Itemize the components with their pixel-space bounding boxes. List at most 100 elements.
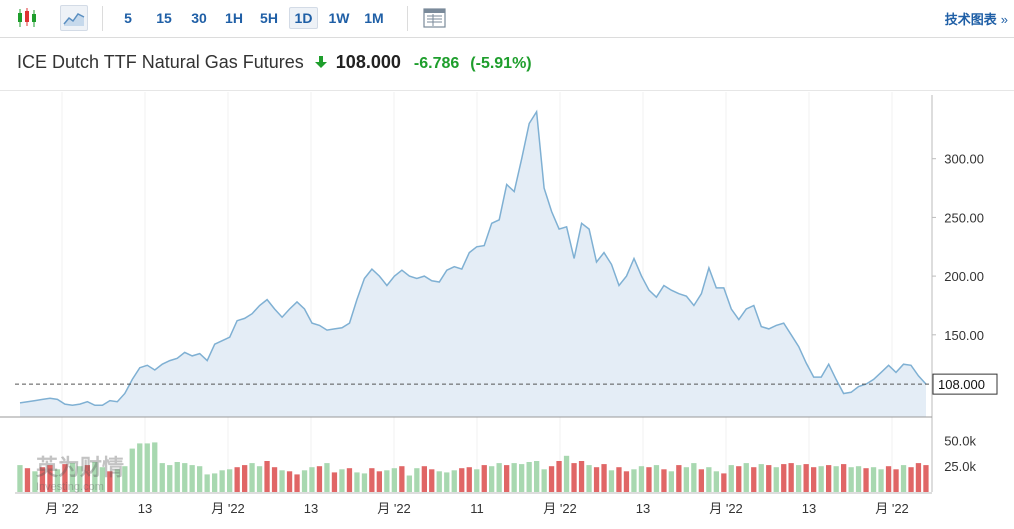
time-axis-label: 月 '22 xyxy=(45,501,79,516)
volume-bar xyxy=(271,467,278,492)
volume-bar xyxy=(436,471,442,492)
volume-bar xyxy=(197,466,203,492)
volume-bar xyxy=(548,466,555,492)
volume-bar xyxy=(848,467,854,492)
last-price: 108.000 xyxy=(335,52,401,72)
watermark-logo: 英为财情 xyxy=(36,455,124,481)
timeframe-1m-button[interactable]: 1M xyxy=(364,10,384,26)
technical-chart-link[interactable]: 技术图表» xyxy=(945,9,1008,28)
volume-bar xyxy=(781,464,787,492)
timeframe-5-button[interactable]: 5 xyxy=(124,10,132,26)
volume-bar xyxy=(369,468,375,492)
volume-bar xyxy=(286,471,293,492)
time-axis-label: 11 xyxy=(470,501,484,516)
volume-bar xyxy=(788,463,794,492)
chevron-right-icon: » xyxy=(1000,12,1008,27)
time-axis-label: 13 xyxy=(636,501,650,516)
volume-bar xyxy=(444,472,450,492)
time-axis-label: 月 '22 xyxy=(875,501,909,516)
chart-toolbar: 5 15 30 1H 5H 1D 1W 1M 技术图表» xyxy=(0,0,1014,38)
vertical-gridlines xyxy=(61,92,893,492)
time-axis-labels: 月 '22 13 月 '22 13 月 '22 11 月 '22 13 月 '22 13 月 '22 xyxy=(45,501,909,516)
volume-bar xyxy=(631,469,637,492)
timeframe-15-button[interactable]: 15 xyxy=(156,10,172,26)
volume-bar xyxy=(893,469,899,492)
volume-bar xyxy=(758,464,764,492)
volume-bar xyxy=(242,465,248,492)
volume-bar xyxy=(698,469,704,492)
volume-bar xyxy=(586,465,592,492)
time-axis-label: 月 '22 xyxy=(709,501,743,516)
volume-bar xyxy=(159,463,165,492)
volume-bar xyxy=(541,469,547,492)
volume-bar xyxy=(391,468,397,492)
volume-bar xyxy=(316,466,323,492)
table-view-icon[interactable] xyxy=(421,5,449,31)
volume-bar xyxy=(481,465,487,492)
time-axis-label: 月 '22 xyxy=(543,501,577,516)
volume-bar xyxy=(706,467,712,492)
volume-bar xyxy=(129,448,135,492)
volume-bar xyxy=(331,472,338,492)
timeframe-1d-button[interactable]: 1D xyxy=(289,7,318,29)
volume-bar xyxy=(99,467,105,492)
area-chart-icon[interactable] xyxy=(60,5,88,31)
volume-bar xyxy=(534,461,540,492)
volume-bar xyxy=(923,465,929,492)
price-tick-label: 200.00 xyxy=(944,269,984,284)
volume-bar xyxy=(294,474,300,492)
volume-bar xyxy=(421,466,427,492)
volume-bar xyxy=(279,470,285,492)
toolbar-divider xyxy=(407,6,408,31)
volume-bar xyxy=(691,463,697,492)
volume-bar xyxy=(885,466,892,492)
volume-bar xyxy=(429,469,435,492)
volume-bar xyxy=(227,469,233,492)
volume-bar xyxy=(870,467,877,492)
volume-bar xyxy=(189,465,195,492)
volume-bar xyxy=(301,470,308,492)
price-chart[interactable]: 300.00 250.00 200.00 150.00 108.000 50.0k 25… xyxy=(0,92,1014,529)
volume-bar xyxy=(736,466,742,492)
volume-bar xyxy=(743,463,749,492)
time-axis-label: 13 xyxy=(138,501,152,516)
volume-bar xyxy=(608,470,615,492)
volume-bar xyxy=(841,464,847,492)
volume-bar xyxy=(571,463,577,492)
volume-bar xyxy=(182,463,188,492)
volume-bar xyxy=(863,468,869,492)
volume-bar xyxy=(496,463,502,492)
volume-bar xyxy=(204,474,210,492)
volume-bar xyxy=(855,466,862,492)
volume-bar xyxy=(384,470,390,492)
price-change-percent: (-5.91%) xyxy=(470,55,532,72)
volume-bar xyxy=(474,469,480,492)
volume-bar xyxy=(751,467,757,492)
volume-bar xyxy=(489,466,495,492)
volume-bar xyxy=(811,467,817,492)
volume-bar xyxy=(721,473,727,492)
time-axis-label: 月 '22 xyxy=(377,501,411,516)
timeframe-1w-button[interactable]: 1W xyxy=(328,10,350,26)
timeframe-30-button[interactable]: 30 xyxy=(191,10,207,26)
volume-bar xyxy=(459,468,465,492)
volume-bar xyxy=(661,469,667,492)
volume-bar xyxy=(526,462,532,492)
volume-bar xyxy=(826,465,832,492)
volume-bar xyxy=(519,464,525,492)
volume-bar xyxy=(309,467,315,492)
volume-bar xyxy=(219,470,225,492)
volume-bar xyxy=(354,472,360,492)
price-line xyxy=(19,109,927,407)
volume-bar xyxy=(766,465,772,492)
volume-bar xyxy=(653,465,660,492)
price-tick-label: 300.00 xyxy=(944,152,984,167)
volume-bar xyxy=(466,467,472,492)
volume-bar xyxy=(908,467,914,492)
timeframe-1h-button[interactable]: 1H xyxy=(225,10,243,26)
volume-bar xyxy=(796,465,802,492)
timeframe-5h-button[interactable]: 5H xyxy=(260,10,278,26)
volume-bar xyxy=(773,467,779,492)
price-tick-label: 150.00 xyxy=(944,328,984,343)
candlestick-chart-icon[interactable] xyxy=(14,5,42,31)
